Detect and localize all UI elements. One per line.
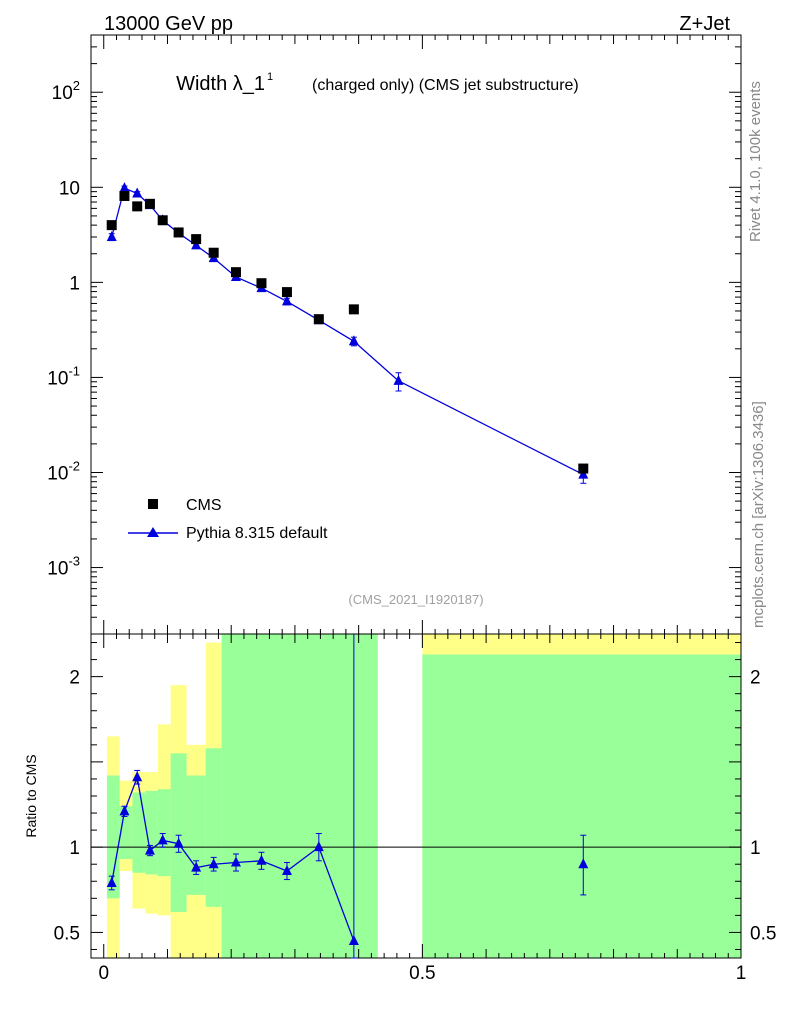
ratio-point [313, 841, 324, 852]
ytick-label-main: 1 [69, 273, 80, 294]
ytick-label-ratio-right: 0.5 [750, 923, 776, 944]
cms-point [208, 247, 219, 258]
pythia-point [132, 187, 143, 198]
cms-point [191, 234, 202, 245]
cms-point [144, 198, 155, 209]
ytick-label-ratio-right: 2 [750, 668, 761, 689]
ratio-band-green-9 [422, 654, 741, 958]
xtick-label: 1 [736, 963, 747, 984]
cms-point [313, 314, 324, 325]
ratio-band-green-7 [205, 748, 222, 907]
ytick-label-ratio-right: 1 [750, 838, 761, 859]
ytick-label-main: 10-1 [47, 363, 80, 389]
ratio-point [348, 934, 359, 945]
legend-pythia-marker [147, 527, 159, 537]
ytick-label-ratio: 0.5 [54, 923, 80, 944]
rivet-version-label: Rivet 4.1.0, 100k events [747, 81, 764, 242]
pythia-point [393, 374, 404, 385]
ratio-point [256, 854, 267, 865]
cms-point [281, 287, 292, 298]
chart-title-superscript: 1 [267, 71, 273, 83]
cms-point [230, 267, 241, 278]
ratio-band-green-8 [221, 634, 378, 958]
ratio-band-green-5 [170, 753, 187, 912]
cms-point [132, 201, 143, 212]
cms-point [157, 215, 168, 226]
ytick-label-main: 102 [52, 78, 80, 104]
header-process: Z+Jet [679, 13, 730, 35]
ytick-label-main: 10 [59, 178, 80, 199]
pythia-point [578, 468, 589, 479]
pythia-point [106, 231, 117, 242]
cms-point [173, 227, 184, 238]
main-plot-frame [90, 34, 742, 635]
chart-subtitle: (charged only) (CMS jet substructure) [312, 77, 579, 94]
ytick-label-main: 10-2 [47, 458, 80, 484]
header-energy: 13000 GeV pp [104, 13, 233, 35]
ratio-point [144, 844, 155, 855]
legend-cms-marker [148, 499, 158, 509]
xtick-label: 0.5 [409, 963, 435, 984]
pythia-point [281, 295, 292, 306]
ratio-point [119, 805, 130, 816]
cms-point [578, 463, 589, 474]
ratio-point [191, 861, 202, 872]
ratio-point [578, 858, 589, 869]
pythia-point [348, 335, 359, 346]
ratio-point [106, 876, 117, 887]
ytick-label-ratio: 1 [69, 838, 80, 859]
ratio-band-green-4 [157, 789, 171, 877]
cms-point [348, 304, 359, 315]
ratio-point [281, 865, 292, 876]
cms-point [119, 190, 130, 201]
ratio-band-green-6 [186, 775, 206, 895]
xtick-label: 0 [98, 963, 109, 984]
analysis-id: (CMS_2021_I1920187) [348, 592, 483, 607]
ratio-band-green-2 [132, 792, 146, 873]
chart-title: Width λ_1 [176, 73, 265, 95]
pythia-point [119, 182, 130, 193]
cms-point [106, 220, 117, 231]
mcplots-label: mcplots.cern.ch [arXiv:1306.3436] [750, 401, 767, 628]
ratio-point [132, 771, 143, 782]
data-layer [106, 182, 589, 959]
ratio-point [208, 858, 219, 869]
ytick-label-main: 10-3 [47, 554, 80, 580]
ratio-point [173, 837, 184, 848]
cms-point [256, 278, 267, 289]
ratio-ylabel: Ratio to CMS [23, 754, 39, 837]
legend-pythia-label: Pythia 8.315 default [186, 525, 328, 542]
ytick-label-ratio: 2 [69, 668, 80, 689]
pythia-point [191, 239, 202, 250]
ratio-point [157, 834, 168, 845]
ratio-bands [106, 634, 741, 958]
legend-cms-label: CMS [186, 497, 222, 514]
ratio-point [230, 856, 241, 867]
ratio-band-green-0 [106, 775, 120, 899]
